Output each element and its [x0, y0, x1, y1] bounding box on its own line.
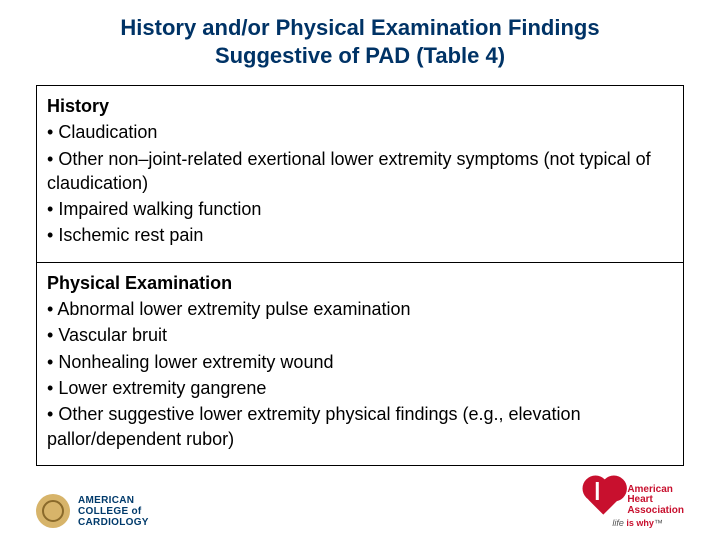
aha-tagline: life is why™: [612, 518, 663, 528]
physical-item-text: Lower extremity gangrene: [58, 378, 266, 398]
title-line-1: History and/or Physical Examination Find…: [120, 15, 599, 40]
aha-line3: Association: [627, 505, 684, 516]
physical-item: • Other suggestive lower extremity physi…: [47, 402, 673, 451]
findings-table: History • Claudication • Other non–joint…: [36, 85, 684, 466]
bullet-icon: •: [47, 378, 53, 398]
bullet-icon: •: [47, 122, 53, 142]
aha-line1: American: [627, 484, 673, 495]
aha-logo-text: American Heart Association: [627, 485, 684, 517]
history-item-text: Ischemic rest pain: [58, 225, 203, 245]
bullet-icon: •: [47, 352, 53, 372]
acc-logo: AMERICAN COLLEGE of CARDIOLOGY: [36, 494, 149, 528]
physical-item: • Vascular bruit: [47, 323, 673, 347]
acc-seal-icon: [36, 494, 70, 528]
history-item: • Other non–joint-related exertional low…: [47, 147, 673, 196]
acc-logo-text: AMERICAN COLLEGE of CARDIOLOGY: [78, 495, 149, 528]
history-item-text: Claudication: [58, 122, 157, 142]
history-item-text: Impaired walking function: [58, 199, 261, 219]
aha-tag-em: is why: [626, 518, 654, 528]
history-item-text: Other non–joint-related exertional lower…: [47, 149, 651, 193]
title-line-2: Suggestive of PAD (Table 4): [215, 43, 505, 68]
slide: History and/or Physical Examination Find…: [0, 0, 720, 540]
physical-item-text: Vascular bruit: [58, 325, 167, 345]
heart-torch-icon: [591, 485, 621, 515]
physical-item-text: Abnormal lower extremity pulse examinati…: [57, 299, 410, 319]
physical-item: • Lower extremity gangrene: [47, 376, 673, 400]
physical-cell: Physical Examination • Abnormal lower ex…: [37, 263, 683, 465]
bullet-icon: •: [47, 225, 53, 245]
aha-logo-top: American Heart Association: [591, 485, 684, 517]
aha-logo: American Heart Association life is why™: [591, 485, 684, 529]
bullet-icon: •: [47, 325, 53, 345]
physical-item: • Nonhealing lower extremity wound: [47, 350, 673, 374]
bullet-icon: •: [47, 404, 53, 424]
bullet-icon: •: [47, 149, 53, 169]
physical-item-text: Other suggestive lower extremity physica…: [47, 404, 581, 448]
history-cell: History • Claudication • Other non–joint…: [37, 86, 683, 263]
aha-tag-tm: ™: [654, 518, 663, 528]
aha-line2: Heart: [627, 494, 653, 505]
bullet-icon: •: [47, 199, 53, 219]
history-heading: History: [47, 94, 673, 118]
history-item: • Impaired walking function: [47, 197, 673, 221]
bullet-icon: •: [47, 299, 53, 319]
history-item: • Ischemic rest pain: [47, 223, 673, 247]
acc-line3: CARDIOLOGY: [78, 517, 149, 528]
aha-tag-prefix: life: [612, 518, 626, 528]
acc-line1: AMERICAN: [78, 495, 134, 506]
physical-item-text: Nonhealing lower extremity wound: [58, 352, 333, 372]
physical-heading: Physical Examination: [47, 271, 673, 295]
physical-item: • Abnormal lower extremity pulse examina…: [47, 297, 673, 321]
acc-line2: COLLEGE of: [78, 506, 142, 517]
history-item: • Claudication: [47, 120, 673, 144]
slide-title: History and/or Physical Examination Find…: [0, 0, 720, 79]
footer-logos: AMERICAN COLLEGE of CARDIOLOGY American …: [36, 485, 684, 529]
